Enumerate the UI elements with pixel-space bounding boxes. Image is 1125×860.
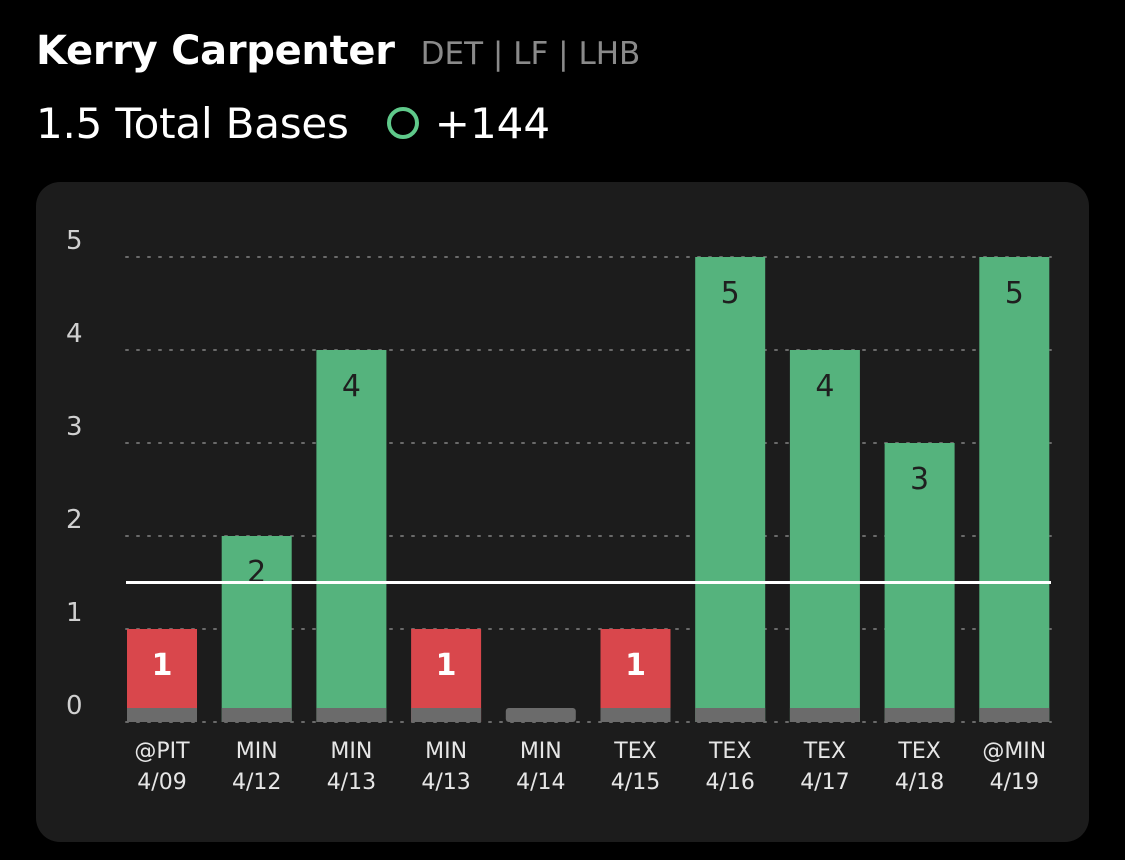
y-tick-label: 4 — [66, 319, 83, 349]
bar[interactable] — [316, 350, 387, 722]
x-tick-date: 4/17 — [800, 770, 849, 795]
over-circle-icon — [386, 107, 419, 139]
y-tick-label: 5 — [66, 226, 83, 256]
bar-value-label: 4 — [342, 369, 361, 404]
bar-base-stub — [127, 708, 197, 722]
bar[interactable] — [411, 629, 482, 722]
bar-base-stub — [979, 708, 1050, 722]
bar[interactable] — [127, 629, 197, 722]
bar-value-label: 4 — [815, 369, 834, 404]
x-tick-opponent: MIN — [330, 739, 372, 764]
y-tick-label: 0 — [66, 691, 83, 721]
header: Kerry Carpenter DET | LF | LHB 1.5 Total… — [36, 28, 1095, 154]
prop-line: 1.5 Total Bases — [36, 98, 349, 148]
total-bases-chart: 0 1 2 3 4 5 1 @PIT 4/09 2 MIN 4/12 4 MIN 4/13 1 MIN 4/13 M… — [66, 226, 1052, 795]
x-tick-opponent: MIN — [425, 739, 467, 764]
x-tick-date: 4/13 — [421, 770, 470, 795]
y-tick-label: 2 — [66, 505, 83, 535]
x-tick-date: 4/19 — [990, 770, 1039, 795]
x-tick-date: 4/18 — [895, 770, 944, 795]
x-tick-opponent: @PIT — [134, 739, 190, 764]
x-tick-date: 4/15 — [611, 770, 660, 795]
player-name[interactable]: Kerry Carpenter — [36, 28, 395, 74]
x-tick-opponent: TEX — [897, 739, 940, 764]
x-tick-opponent: TEX — [803, 739, 846, 764]
player-name-row: Kerry Carpenter DET | LF | LHB — [36, 28, 1095, 88]
chart-card: 0 1 2 3 4 5 1 @PIT 4/09 2 MIN 4/12 4 MIN 4/13 1 MIN 4/13 M… — [36, 182, 1089, 842]
x-tick-date: 4/16 — [705, 770, 754, 795]
bar-base-stub — [600, 708, 671, 722]
y-tick-label: 1 — [66, 598, 83, 628]
bar-base-stub — [695, 708, 766, 722]
x-tick-date: 4/14 — [516, 770, 565, 795]
bar-base-stub — [789, 708, 860, 722]
bar-value-label: 3 — [910, 462, 929, 497]
bar[interactable] — [789, 350, 860, 722]
x-tick-opponent: TEX — [613, 739, 656, 764]
bar[interactable] — [221, 536, 292, 722]
player-meta: DET | LF | LHB — [420, 36, 641, 72]
bar[interactable] — [695, 257, 766, 722]
x-tick-date: 4/12 — [232, 770, 281, 795]
bar[interactable] — [979, 257, 1050, 722]
bar-base-stub — [221, 708, 292, 722]
x-tick-opponent: MIN — [236, 739, 278, 764]
x-tick-date: 4/09 — [137, 770, 186, 795]
bar-value-label: 1 — [625, 648, 646, 683]
bar-base-stub — [411, 708, 482, 722]
bar-base-stub — [316, 708, 387, 722]
prop-row: 1.5 Total Bases +144 — [36, 92, 1095, 154]
y-tick-label: 3 — [66, 412, 83, 442]
bar-value-label: 5 — [1005, 276, 1024, 311]
bar-base-stub — [884, 708, 955, 722]
x-tick-opponent: @MIN — [982, 739, 1046, 764]
bar-value-label: 5 — [721, 276, 740, 311]
bar-value-label: 2 — [247, 555, 266, 590]
bar-value-label: 1 — [152, 648, 173, 683]
bar-value-label: 1 — [436, 648, 457, 683]
x-tick-opponent: MIN — [520, 739, 562, 764]
x-tick-opponent: TEX — [708, 739, 751, 764]
bar-base-stub — [505, 708, 576, 722]
odds-value[interactable]: +144 — [434, 98, 551, 148]
x-tick-date: 4/13 — [327, 770, 376, 795]
bar[interactable] — [600, 629, 671, 722]
